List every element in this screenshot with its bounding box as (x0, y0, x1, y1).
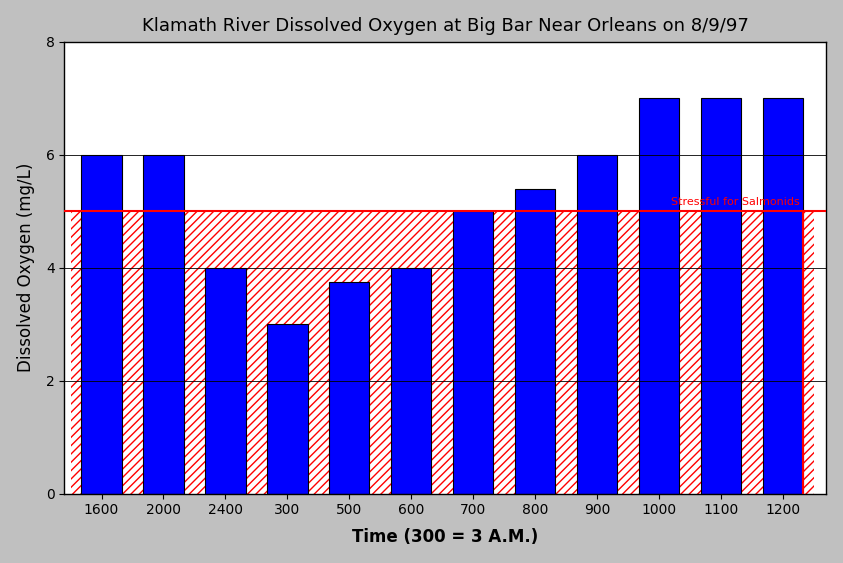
Bar (391, 267, 432, 494)
Bar (206, 267, 245, 494)
Bar (71, 211, 814, 494)
Title: Klamath River Dissolved Oxygen at Big Bar Near Orleans on 8/9/97: Klamath River Dissolved Oxygen at Big Ba… (142, 17, 749, 35)
X-axis label: Time (300 = 3 A.M.): Time (300 = 3 A.M.) (352, 528, 539, 546)
Bar (577, 155, 617, 494)
Bar (330, 282, 369, 494)
Bar (453, 211, 493, 494)
Bar (82, 155, 121, 494)
Bar (701, 98, 741, 494)
Bar (763, 98, 803, 494)
Y-axis label: Dissolved Oxygen (mg/L): Dissolved Oxygen (mg/L) (17, 163, 35, 372)
Bar (143, 155, 184, 494)
Text: Stressful for Salmonids: Stressful for Salmonids (671, 196, 800, 207)
Bar (515, 189, 556, 494)
Bar (639, 98, 679, 494)
Bar (267, 324, 308, 494)
